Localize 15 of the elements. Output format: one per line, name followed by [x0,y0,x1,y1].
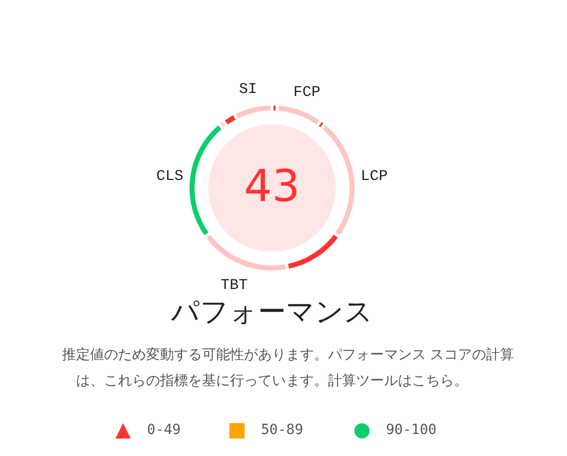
slice-label: TBT [220,276,248,294]
text: ● [353,417,371,441]
text: 推定値のため変動する可能性があります。パフォーマンス スコアの計算 [62,347,514,363]
text: 50-89 [261,422,304,438]
text: ■ [228,417,246,441]
text: パフォーマンス [170,295,373,328]
slice-label: LCP [360,168,388,186]
text: 43 [244,161,300,212]
slice-label: SI [238,80,257,98]
slice-label: FCP [293,84,320,102]
text: 90-100 [386,422,437,438]
slice-label: CLS [156,168,184,186]
text: 0-49 [147,422,181,438]
text: ▲ [115,417,132,441]
text: は、これらの指標を基に行っています。計算ツールはこちら。 [76,373,468,389]
